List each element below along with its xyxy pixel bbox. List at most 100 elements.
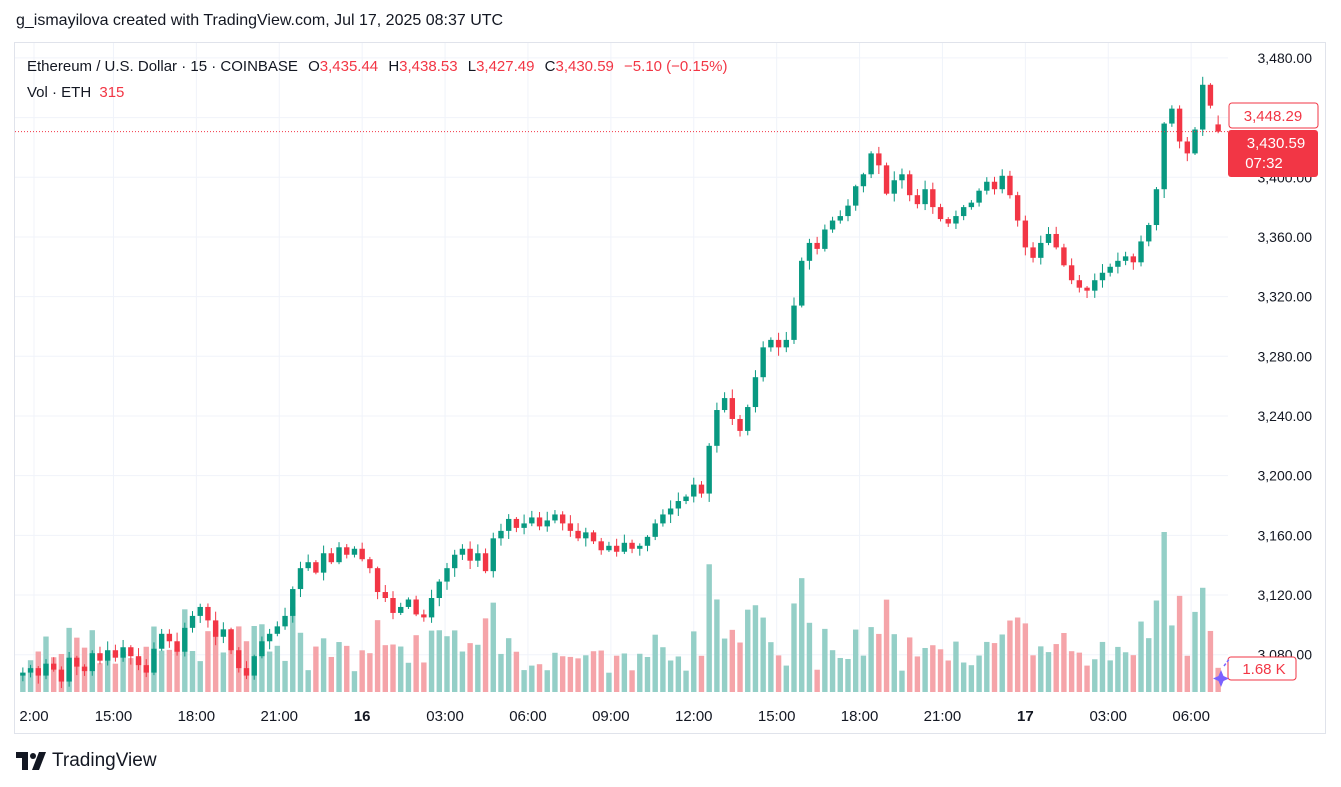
candle-body[interactable] <box>984 181 990 191</box>
candle-body[interactable] <box>1146 225 1152 242</box>
candle-body[interactable] <box>737 418 743 431</box>
candle-body[interactable] <box>104 650 111 661</box>
candle-body[interactable] <box>706 445 712 494</box>
candle-body[interactable] <box>243 668 250 676</box>
candle-body[interactable] <box>290 589 296 616</box>
chart-frame[interactable] <box>14 42 1326 734</box>
candle-body[interactable] <box>374 568 381 593</box>
candle-body[interactable] <box>968 202 975 208</box>
candle-body[interactable] <box>1138 241 1144 263</box>
candle-body[interactable] <box>282 615 288 627</box>
candle-body[interactable] <box>760 347 766 378</box>
candle-body[interactable] <box>452 554 458 569</box>
candle-body[interactable] <box>860 174 867 187</box>
candle-body[interactable] <box>58 669 65 682</box>
candle-body[interactable] <box>906 174 913 196</box>
candle-body[interactable] <box>351 548 358 555</box>
candle-body[interactable] <box>1115 260 1121 267</box>
candle-body[interactable] <box>359 548 365 560</box>
candle-body[interactable] <box>876 153 882 166</box>
candle-body[interactable] <box>74 657 80 667</box>
candle-body[interactable] <box>390 598 396 613</box>
candle-body[interactable] <box>714 410 720 446</box>
symbol-title[interactable]: Ethereum / U.S. Dollar · 15 · COINBASE <box>27 58 298 75</box>
candle-body[interactable] <box>81 666 88 672</box>
candle-body[interactable] <box>259 641 265 657</box>
candle-body[interactable] <box>398 606 404 613</box>
candle-body[interactable] <box>498 530 504 539</box>
candle-body[interactable] <box>182 627 188 652</box>
candle-body[interactable] <box>444 568 450 582</box>
candle-body[interactable] <box>367 559 373 569</box>
candle-body[interactable] <box>475 553 481 561</box>
candle-body[interactable] <box>1200 84 1206 130</box>
candle-body[interactable] <box>490 538 496 572</box>
candle-body[interactable] <box>559 514 566 524</box>
candle-body[interactable] <box>829 220 836 230</box>
candle-body[interactable] <box>266 633 273 642</box>
candle-body[interactable] <box>552 514 558 521</box>
candle-body[interactable] <box>930 189 936 208</box>
candle-body[interactable] <box>868 153 874 175</box>
candle-body[interactable] <box>112 650 119 658</box>
candle-body[interactable] <box>413 599 419 615</box>
candle-body[interactable] <box>845 205 851 217</box>
candle-body[interactable] <box>274 626 281 634</box>
candle-body[interactable] <box>320 553 327 573</box>
candle-body[interactable] <box>43 663 49 676</box>
candle-body[interactable] <box>914 195 921 205</box>
candle-body[interactable] <box>644 536 651 546</box>
candle-body[interactable] <box>421 614 427 618</box>
candle-body[interactable] <box>768 339 774 348</box>
candle-body[interactable] <box>729 398 736 419</box>
candle-body[interactable] <box>606 545 612 551</box>
candle-body[interactable] <box>297 568 304 590</box>
candle-body[interactable] <box>467 548 473 561</box>
candle-body[interactable] <box>752 377 759 408</box>
candle-body[interactable] <box>613 545 620 552</box>
candle-body[interactable] <box>1099 272 1106 281</box>
candle-body[interactable] <box>721 398 728 411</box>
candle-body[interactable] <box>544 520 550 527</box>
candle-body[interactable] <box>891 180 897 194</box>
candle-body[interactable] <box>313 562 319 573</box>
candle-body[interactable] <box>1038 242 1044 258</box>
candle-body[interactable] <box>883 165 890 194</box>
candle-body[interactable] <box>336 547 342 563</box>
candle-body[interactable] <box>51 663 57 670</box>
candle-body[interactable] <box>660 514 666 524</box>
candle-body[interactable] <box>35 668 41 676</box>
candle-body[interactable] <box>166 633 173 642</box>
candle-body[interactable] <box>1184 141 1190 154</box>
candle-body[interactable] <box>621 542 628 552</box>
candle-body[interactable] <box>976 190 982 203</box>
candle-body[interactable] <box>1061 247 1067 266</box>
candle-body[interactable] <box>853 186 859 206</box>
candle-body[interactable] <box>590 532 597 542</box>
candle-body[interactable] <box>89 653 95 672</box>
candle-body[interactable] <box>999 175 1005 190</box>
candle-body[interactable] <box>1107 266 1113 273</box>
candle-body[interactable] <box>791 305 797 340</box>
candle-body[interactable] <box>691 484 697 497</box>
candle-body[interactable] <box>135 656 142 666</box>
volume-label[interactable]: Vol · ETH <box>27 84 92 101</box>
candle-body[interactable] <box>521 523 527 528</box>
candle-body[interactable] <box>428 598 435 618</box>
candle-body[interactable] <box>1045 233 1052 243</box>
candle-body[interactable] <box>1192 129 1198 154</box>
candle-body[interactable] <box>205 606 211 621</box>
candle-body[interactable] <box>1169 108 1175 124</box>
candle-body[interactable] <box>567 523 574 531</box>
candle-body[interactable] <box>251 656 257 676</box>
sparkle-icon[interactable] <box>1213 657 1231 687</box>
candle-body[interactable] <box>1122 256 1129 261</box>
candle-body[interactable] <box>97 653 103 661</box>
candle-body[interactable] <box>212 620 219 637</box>
candle-body[interactable] <box>652 523 658 537</box>
footer-brand[interactable]: TradingView <box>16 750 157 772</box>
candle-body[interactable] <box>1076 280 1083 288</box>
candle-body[interactable] <box>960 207 967 217</box>
candle-body[interactable] <box>382 592 388 599</box>
